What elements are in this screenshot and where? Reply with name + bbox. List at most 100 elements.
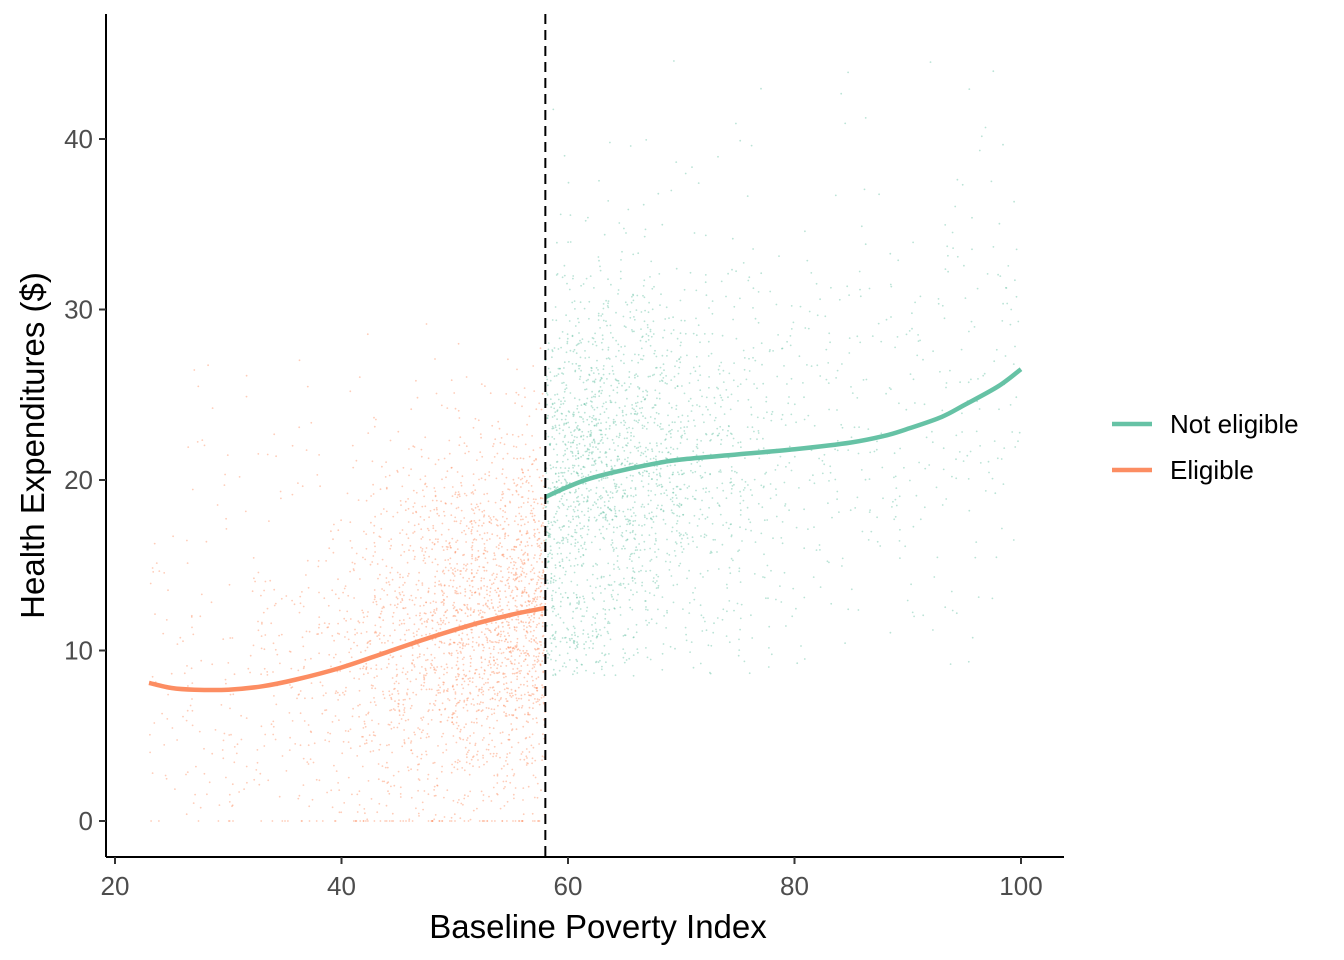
scatter-point — [373, 631, 376, 634]
scatter-point — [619, 606, 622, 609]
scatter-point — [411, 647, 414, 649]
scatter-point — [392, 655, 395, 658]
scatter-point — [646, 460, 648, 463]
scatter-point — [663, 492, 666, 494]
scatter-point — [377, 577, 379, 580]
scatter-point — [497, 595, 500, 598]
scatter-point — [556, 418, 558, 421]
scatter-point — [381, 465, 383, 468]
scatter-point — [419, 546, 422, 549]
scatter-point — [515, 546, 518, 548]
scatter-point — [826, 560, 829, 563]
scatter-point — [538, 820, 541, 822]
scatter-point — [559, 640, 562, 643]
scatter-point — [552, 108, 555, 111]
scatter-point — [460, 509, 463, 512]
scatter-point — [752, 307, 754, 309]
scatter-point — [367, 712, 369, 715]
scatter-point — [470, 657, 473, 660]
scatter-point — [468, 597, 471, 600]
scatter-point — [656, 580, 658, 582]
scatter-point — [358, 689, 361, 692]
scatter-point — [547, 522, 550, 525]
scatter-point — [739, 581, 742, 583]
scatter-point — [815, 282, 818, 285]
scatter-point — [607, 500, 610, 503]
scatter-point — [562, 504, 565, 507]
scatter-point — [460, 652, 462, 654]
scatter-point — [594, 459, 597, 462]
scatter-point — [321, 820, 324, 822]
scatter-point — [558, 542, 561, 544]
scatter-point — [545, 650, 548, 652]
scatter-point — [896, 336, 899, 338]
scatter-point — [466, 756, 468, 759]
scatter-point — [674, 365, 676, 368]
scatter-point — [710, 550, 712, 553]
scatter-point — [386, 766, 389, 769]
scatter-point — [609, 141, 611, 144]
scatter-point — [909, 479, 911, 482]
scatter-point — [596, 359, 598, 362]
scatter-point — [610, 467, 613, 470]
scatter-point — [377, 778, 380, 781]
scatter-point — [571, 637, 573, 640]
scatter-point — [631, 608, 634, 611]
scatter-point — [463, 442, 466, 444]
scatter-point — [422, 604, 425, 607]
scatter-point — [396, 673, 399, 676]
scatter-point — [344, 730, 347, 732]
scatter-point — [660, 483, 663, 486]
scatter-point — [443, 602, 445, 605]
scatter-point — [612, 422, 615, 425]
scatter-point — [521, 820, 524, 822]
scatter-point — [660, 372, 663, 374]
scatter-point — [503, 711, 505, 713]
scatter-point — [798, 355, 801, 358]
scatter-point — [454, 493, 457, 496]
scatter-point — [709, 671, 711, 674]
scatter-point — [407, 521, 410, 523]
scatter-point — [727, 272, 729, 275]
scatter-point — [507, 488, 509, 490]
scatter-point — [607, 622, 609, 625]
scatter-point — [737, 385, 739, 388]
scatter-point — [307, 763, 310, 765]
scatter-point — [398, 699, 400, 701]
scatter-point — [501, 731, 504, 734]
scatter-point — [501, 661, 504, 664]
scatter-point — [454, 589, 457, 592]
scatter-point — [447, 559, 450, 561]
scatter-point — [272, 642, 275, 645]
scatter-point — [465, 541, 467, 543]
scatter-point — [307, 744, 310, 747]
scatter-point — [563, 361, 566, 364]
scatter-point — [716, 551, 718, 553]
scatter-point — [694, 498, 697, 501]
scatter-point — [413, 502, 416, 504]
scatter-point — [408, 617, 411, 619]
scatter-point — [579, 596, 581, 599]
scatter-point — [591, 390, 593, 393]
scatter-point — [592, 451, 594, 453]
scatter-point — [381, 641, 383, 644]
scatter-point — [601, 313, 604, 315]
scatter-point — [524, 601, 527, 603]
scatter-point — [688, 612, 691, 614]
scatter-point — [640, 347, 643, 350]
scatter-point — [583, 403, 586, 406]
scatter-point — [569, 639, 571, 642]
scatter-point — [496, 452, 499, 455]
scatter-point — [656, 485, 659, 487]
scatter-point — [496, 634, 499, 637]
scatter-point — [511, 647, 514, 650]
scatter-point — [603, 382, 605, 384]
scatter-point — [464, 588, 466, 591]
scatter-point — [365, 499, 368, 502]
scatter-point — [466, 709, 469, 712]
scatter-point — [561, 558, 564, 561]
scatter-point — [383, 697, 386, 700]
scatter-point — [633, 330, 635, 333]
scatter-point — [582, 554, 585, 557]
scatter-point — [373, 701, 376, 703]
